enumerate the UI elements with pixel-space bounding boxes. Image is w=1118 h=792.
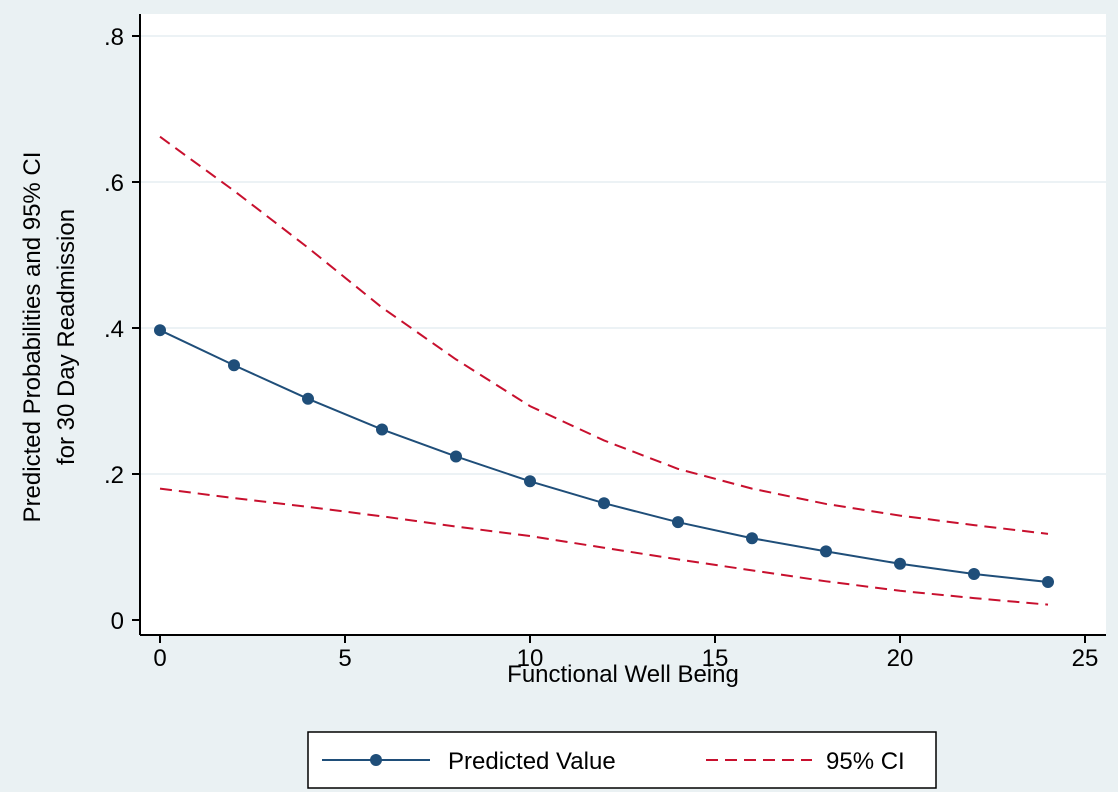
y-tick-label-0: 0: [111, 608, 124, 635]
legend-predicted-marker: [370, 754, 382, 766]
x-tick-label-0: 0: [153, 645, 166, 672]
y-axis-title: Predicted Probabilities and 95% CI for 3…: [19, 152, 80, 523]
legend: Predicted Value 95% CI: [307, 731, 937, 789]
predicted-point-9: [820, 545, 832, 558]
y-axis-title-line-2: for 30 Day Readmission: [53, 209, 80, 465]
y-ticks: 0 .2 .4 .6 .8: [104, 24, 140, 635]
predicted-point-3: [376, 423, 388, 436]
predicted-point-0: [154, 324, 166, 337]
legend-predicted-label: Predicted Value: [448, 748, 616, 775]
predicted-point-2: [302, 392, 314, 405]
predicted-point-10: [894, 557, 906, 570]
ci-upper-line: [159, 135, 1049, 535]
predicted-point-6: [598, 497, 610, 510]
predicted-point-12: [1042, 576, 1054, 589]
predicted-series: [154, 324, 1054, 589]
x-tick-label-5: 25: [1072, 645, 1099, 672]
y-axis-title-line-1: Predicted Probabilities and 95% CI: [19, 152, 46, 523]
x-tick-label-3: 15: [702, 645, 729, 672]
y-tick-label-1: .2: [104, 462, 124, 489]
y-tick-label-4: .8: [104, 24, 124, 51]
predicted-point-7: [672, 516, 684, 529]
ci-lower-line: [159, 487, 1049, 606]
y-tick-label-3: .6: [104, 170, 124, 197]
predicted-point-11: [968, 568, 980, 581]
x-axis-title: Functional Well Being: [507, 661, 739, 688]
predicted-point-5: [524, 475, 536, 488]
x-ticks: 0 5 10 15 20 25: [153, 635, 1098, 672]
ci-series: [159, 135, 1049, 606]
plot-area: [140, 14, 1106, 635]
x-tick-label-4: 20: [887, 645, 914, 672]
legend-ci-label: 95% CI: [826, 748, 905, 775]
axes: [139, 14, 1106, 636]
x-tick-label-2: 10: [517, 645, 544, 672]
x-tick-label-1: 5: [338, 645, 351, 672]
predicted-point-8: [746, 532, 758, 545]
predicted-point-4: [450, 450, 462, 463]
grid-lines: [140, 35, 1106, 475]
y-tick-label-2: .4: [104, 316, 124, 343]
predicted-point-1: [228, 359, 240, 372]
